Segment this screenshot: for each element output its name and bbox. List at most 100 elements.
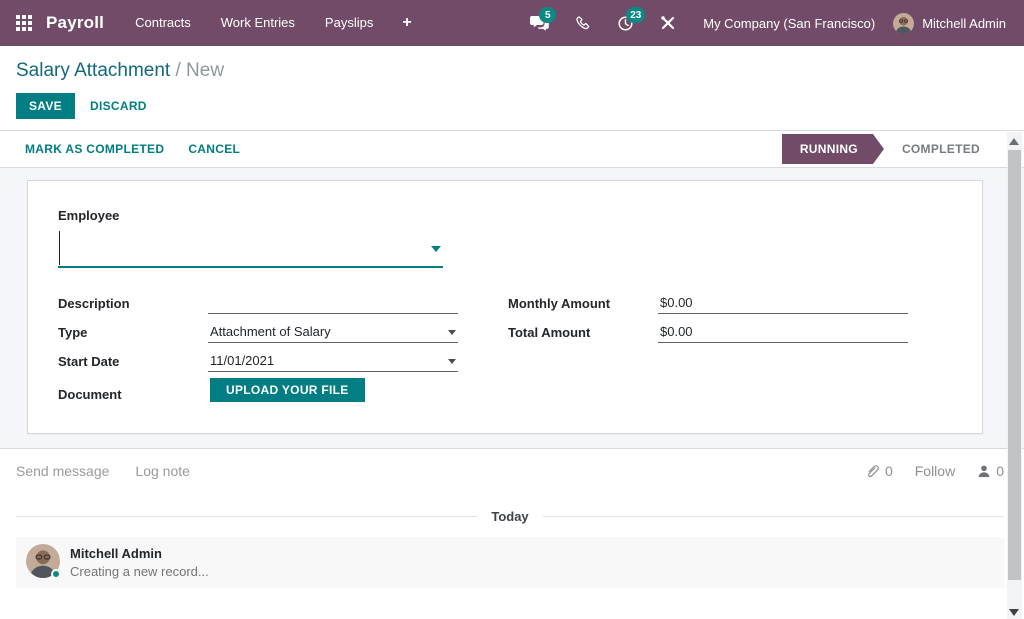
scroll-up-icon[interactable] [1009, 138, 1019, 145]
menu-contracts[interactable]: Contracts [135, 15, 191, 30]
employee-dropdown-icon[interactable] [431, 246, 441, 252]
message-body: Mitchell Admin Creating a new record... [70, 544, 209, 581]
total-amount-label: Total Amount [508, 325, 591, 340]
clock-icon [618, 15, 633, 31]
menu-plus-icon[interactable]: + [402, 14, 412, 31]
activities-badge: 23 [626, 7, 646, 23]
phone-button[interactable] [562, 0, 604, 46]
follow-label: Follow [914, 463, 956, 479]
total-amount-input[interactable]: $0.00 [658, 324, 908, 343]
activities-button[interactable]: 23 [604, 0, 647, 46]
send-message-button[interactable]: Send message [16, 463, 110, 479]
tools-button[interactable] [647, 0, 689, 46]
chatter: Send message Log note 0 Follow [0, 449, 1024, 619]
control-panel: Salary Attachment / New SAVE DISCARD [0, 46, 1024, 131]
total-amount-row: Total Amount $0.00 [508, 321, 908, 343]
today-label: Today [491, 509, 529, 524]
company-switcher[interactable]: My Company (San Francisco) [703, 15, 876, 31]
user-name: Mitchell Admin [922, 15, 1006, 31]
user-avatar [893, 12, 915, 34]
start-date-input[interactable]: 11/01/2021 [208, 353, 458, 372]
systray: 5 23 [517, 0, 1010, 46]
breadcrumb-parent[interactable]: Salary Attachment [16, 60, 171, 81]
chatter-toolbar: Send message Log note 0 Follow [16, 463, 1004, 479]
log-note-button[interactable]: Log note [135, 463, 190, 479]
start-date-value: 11/01/2021 [210, 353, 275, 368]
paperclip-icon [867, 465, 879, 478]
start-date-label: Start Date [58, 354, 120, 369]
followers-count: 0 [996, 463, 1004, 479]
monthly-amount-label: Monthly Amount [508, 296, 611, 311]
chatter-message[interactable]: Mitchell Admin Creating a new record... [16, 537, 1004, 588]
attachments-count: 0 [884, 463, 893, 479]
monthly-amount-input[interactable]: $0.00 [658, 295, 908, 314]
phone-icon [576, 16, 590, 30]
cancel-button[interactable]: CANCEL [188, 142, 241, 156]
avatar-image [893, 12, 915, 34]
document-row: Document UPLOAD YOUR FILE [58, 378, 458, 405]
monthly-amount-row: Monthly Amount $0.00 [508, 292, 908, 314]
form-columns: Description Type Attachment of Salary St… [58, 292, 952, 412]
document-label: Document [58, 387, 122, 402]
form-view: Employee Description Type Attachment of … [0, 168, 1024, 449]
start-date-row: Start Date 11/01/2021 [58, 350, 458, 372]
online-status-dot [51, 569, 61, 579]
message-text: Creating a new record... [70, 564, 209, 579]
form-column-right: Monthly Amount $0.00 Total Amount $0.00 [508, 292, 908, 412]
breadcrumb: Salary Attachment / New [16, 58, 1008, 84]
app-menu: Contracts Work Entries Payslips + [120, 0, 426, 46]
document-field: UPLOAD YOUR FILE [208, 378, 458, 405]
menu-payslips[interactable]: Payslips [324, 15, 374, 30]
type-row: Type Attachment of Salary [58, 321, 458, 343]
start-date-dropdown-icon[interactable] [448, 359, 456, 364]
employee-input[interactable] [58, 228, 443, 268]
vertical-scrollbar[interactable] [1007, 132, 1022, 619]
upload-file-button[interactable]: UPLOAD YOUR FILE [210, 378, 365, 402]
form-statusbar: MARK AS COMPLETED CANCEL RUNNING COMPLET… [0, 131, 1024, 168]
breadcrumb-current: New [186, 60, 225, 81]
discard-button[interactable]: DISCARD [77, 93, 160, 119]
menu-work-entries[interactable]: Work Entries [220, 15, 295, 30]
form-column-left: Description Type Attachment of Salary St… [58, 292, 458, 412]
description-row: Description [58, 292, 458, 314]
messages-badge: 5 [539, 7, 557, 23]
form-sheet: Employee Description Type Attachment of … [27, 180, 983, 434]
control-panel-buttons: SAVE DISCARD [16, 93, 1008, 119]
today-divider: Today [16, 509, 1005, 524]
text-cursor [59, 231, 60, 265]
apps-menu-icon[interactable] [14, 13, 34, 33]
top-navbar: Payroll Contracts Work Entries Payslips … [0, 0, 1024, 46]
status-widget: RUNNING COMPLETED [782, 134, 994, 164]
follow-button[interactable]: Follow [915, 463, 955, 479]
breadcrumb-slash: / [175, 60, 181, 81]
description-input[interactable] [208, 295, 458, 314]
type-value: Attachment of Salary [210, 324, 331, 339]
message-avatar [26, 544, 61, 579]
attachments-button[interactable]: 0 [865, 463, 893, 479]
employee-label: Employee [58, 208, 120, 223]
type-dropdown-icon[interactable] [448, 330, 456, 335]
scrollbar-thumb[interactable] [1008, 150, 1021, 580]
employee-field-group: Employee [58, 208, 443, 268]
mark-as-completed-button[interactable]: MARK AS COMPLETED [25, 142, 165, 156]
tools-icon [661, 16, 675, 30]
divider-line-right [542, 516, 1005, 517]
followers-button[interactable]: 0 [977, 463, 1004, 479]
description-label: Description [58, 296, 130, 311]
user-menu[interactable]: Mitchell Admin [893, 12, 1010, 34]
save-button[interactable]: SAVE [16, 93, 75, 119]
scroll-down-icon[interactable] [1009, 609, 1019, 616]
avatar-image [26, 544, 60, 578]
message-author: Mitchell Admin [70, 546, 162, 561]
app-name[interactable]: Payroll [46, 13, 105, 32]
divider-line-left [16, 516, 478, 517]
status-completed[interactable]: COMPLETED [901, 142, 980, 156]
messages-button[interactable]: 5 [517, 0, 562, 46]
type-select[interactable]: Attachment of Salary [208, 324, 458, 343]
type-label: Type [58, 325, 88, 340]
grid-icon [16, 15, 32, 31]
person-icon [978, 465, 990, 478]
status-running[interactable]: RUNNING [782, 134, 884, 164]
chatter-tools: 0 Follow 0 [843, 463, 1004, 479]
